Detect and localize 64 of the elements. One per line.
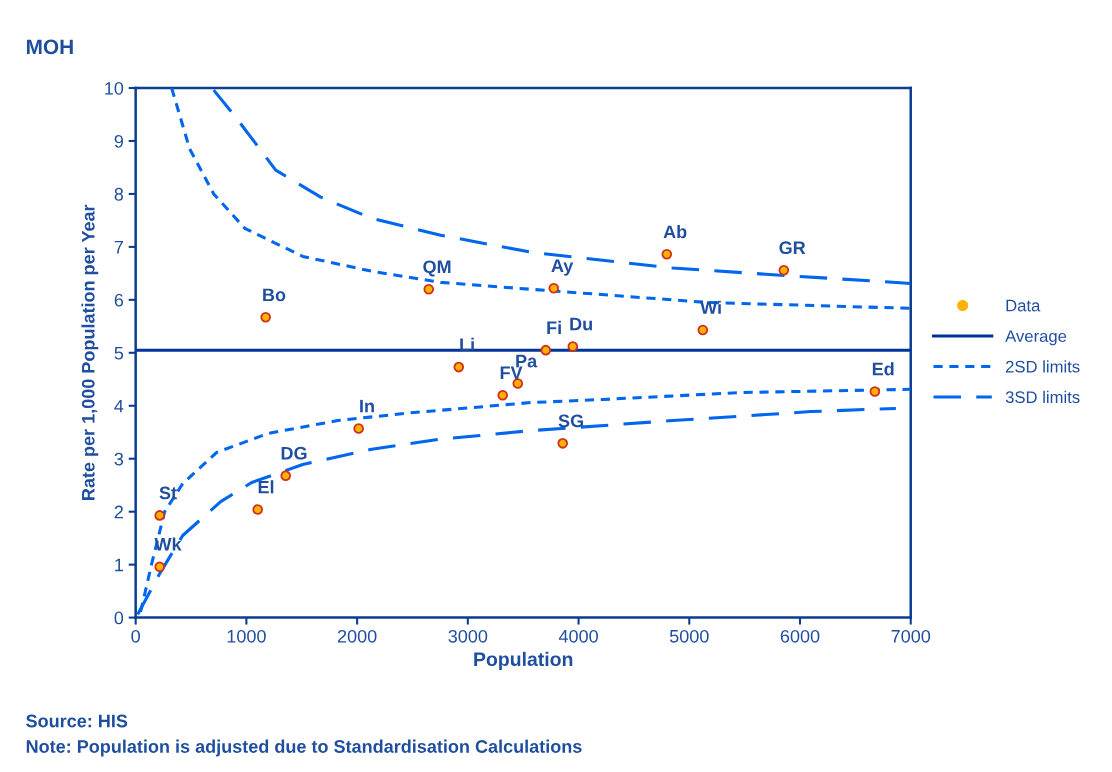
y-tick-label: 10 (105, 81, 124, 95)
x-axis-title: Population (474, 651, 573, 670)
x-tick-label: 6000 (780, 629, 820, 643)
data-label: Pa (516, 354, 538, 368)
point (423, 283, 435, 295)
data-label: SG (558, 414, 583, 428)
x-tick-label: 4000 (558, 629, 598, 643)
point (453, 361, 465, 373)
y-tick-label: 6 (114, 293, 124, 307)
point (512, 378, 524, 389)
point (497, 389, 509, 401)
data-label: Du (570, 317, 592, 331)
x-tick-label: 1000 (227, 629, 266, 643)
point (661, 249, 673, 260)
data-label: FV (500, 366, 523, 379)
chart-title: MOH (26, 39, 73, 55)
point (154, 561, 165, 573)
point (567, 341, 579, 352)
y-tick-label: 8 (114, 187, 124, 201)
data-label: Li (460, 337, 474, 351)
point (557, 438, 569, 449)
line-series (212, 88, 911, 285)
y-tick-label: 1 (115, 558, 123, 572)
y-tick-label: 9 (114, 134, 123, 148)
data-label: St (159, 486, 177, 500)
y-tick-label: 5 (114, 346, 124, 360)
x-tick-label: 2000 (337, 629, 377, 643)
data-label: El (258, 480, 274, 494)
legend-label: Average (1005, 330, 1067, 346)
y-tick-label: 0 (114, 611, 124, 625)
legend-label: 2SD limits (1005, 360, 1080, 373)
point (252, 504, 263, 515)
data-label: Ed (872, 362, 894, 376)
data-label: Fi (547, 320, 561, 334)
data-label: In (360, 399, 374, 413)
x-tick-label: 3000 (448, 629, 488, 643)
point (540, 344, 552, 356)
legend-label: Data (1006, 299, 1041, 312)
data-label: Wi (700, 300, 721, 314)
point (353, 423, 364, 434)
data-label: QM (423, 260, 451, 277)
point (869, 386, 881, 397)
source-note: Source: HIS (26, 714, 128, 728)
y-tick-label: 2 (114, 505, 123, 519)
point (260, 312, 271, 323)
legend-label: 3SD limits (1005, 390, 1080, 404)
point (548, 282, 560, 294)
data-label: Ab (663, 224, 687, 239)
point (697, 324, 709, 336)
y-axis-title: Rate per 1,000 Population per Year (81, 204, 99, 500)
data-label: Ay (551, 259, 574, 276)
data-label: GR (779, 241, 806, 255)
point (778, 264, 790, 276)
x-tick-label: 0 (131, 629, 140, 643)
text: Note: Population is adjusted due to Standardisation Calculations (26, 739, 582, 757)
y-tick-label: 3 (114, 452, 124, 466)
data-label: Bo (263, 288, 286, 302)
point (280, 470, 291, 481)
point (154, 510, 165, 521)
data-label: DG (281, 446, 307, 460)
y-tick-label: 7 (114, 241, 123, 254)
x-tick-label: 7000 (891, 629, 931, 643)
x-tick-label: 5000 (669, 629, 709, 643)
y-tick-label: 4 (114, 399, 124, 413)
